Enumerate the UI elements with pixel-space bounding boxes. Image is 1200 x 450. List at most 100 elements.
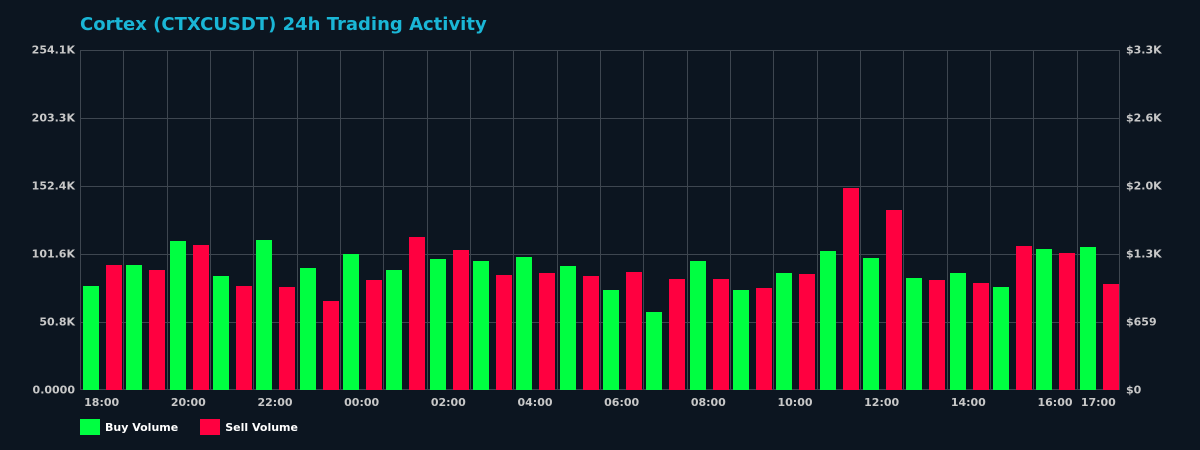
bar-buy-volume[interactable]	[213, 276, 229, 390]
x-tick-label: 02:00	[430, 396, 466, 409]
y-tick-right: $1.3K	[1126, 247, 1162, 261]
legend-label-buy: Buy Volume	[105, 420, 179, 434]
bar-buy-volume[interactable]	[559, 265, 576, 390]
bar-buy-volume[interactable]	[126, 265, 143, 390]
grid-line-vertical	[686, 50, 688, 390]
x-tick-label: 16:00	[1037, 396, 1073, 409]
bar-sell-volume[interactable]	[279, 286, 296, 390]
grid-line-vertical	[816, 50, 818, 390]
bar-sell-volume[interactable]	[1102, 284, 1119, 390]
bar-sell-volume[interactable]	[452, 250, 469, 390]
grid-line-vertical	[773, 50, 775, 390]
bar-buy-volume[interactable]	[776, 273, 793, 390]
bar-sell-volume[interactable]	[106, 265, 122, 390]
bar-sell-volume[interactable]	[1016, 246, 1032, 390]
y-tick-left: 254.1K	[31, 43, 75, 57]
bar-buy-volume[interactable]	[299, 267, 316, 390]
bar-buy-volume[interactable]	[1079, 246, 1096, 390]
bar-sell-volume[interactable]	[496, 274, 512, 390]
grid-line-vertical	[470, 50, 471, 390]
bar-buy-volume[interactable]	[473, 261, 489, 390]
bar-sell-volume[interactable]	[409, 236, 426, 390]
x-tick-label: 20:00	[170, 396, 206, 409]
bar-sell-volume[interactable]	[366, 280, 382, 390]
legend: Buy Volume Sell Volume	[80, 419, 320, 435]
chart-title: Cortex (CTXCUSDT) 24h Trading Activity	[80, 14, 487, 35]
buy-swatch-icon	[80, 419, 100, 435]
bar-sell-volume[interactable]	[886, 210, 902, 390]
grid-line-vertical	[730, 50, 731, 390]
bar-buy-volume[interactable]	[733, 290, 749, 390]
bar-buy-volume[interactable]	[516, 257, 533, 390]
legend-item-buy[interactable]: Buy Volume	[80, 419, 178, 435]
bar-buy-volume[interactable]	[863, 257, 879, 390]
legend-item-sell[interactable]: Sell Volume	[200, 419, 298, 435]
bar-buy-volume[interactable]	[429, 259, 446, 390]
bar-sell-volume[interactable]	[539, 273, 556, 390]
bar-buy-volume[interactable]	[819, 250, 836, 390]
x-tick-label: 18:00	[84, 396, 120, 409]
x-tick-label: 22:00	[257, 396, 293, 409]
grid-line-vertical	[383, 50, 385, 390]
x-tick-label: 08:00	[690, 396, 726, 409]
y-tick-right: $3.3K	[1126, 43, 1162, 57]
bar-sell-volume[interactable]	[972, 282, 989, 390]
plot-area	[80, 50, 1120, 390]
x-tick-label: 12:00	[864, 396, 900, 409]
bar-sell-volume[interactable]	[626, 271, 642, 390]
y-tick-left: 101.6K	[31, 247, 75, 261]
grid-line-vertical	[296, 50, 298, 390]
bar-sell-volume[interactable]	[669, 278, 686, 390]
bar-buy-volume[interactable]	[386, 269, 403, 390]
y-tick-right: $0	[1126, 383, 1142, 397]
bar-sell-volume[interactable]	[582, 276, 599, 390]
x-tick-label: 00:00	[344, 396, 380, 409]
grid-line-vertical	[1033, 50, 1035, 390]
grid-line-vertical	[166, 50, 168, 390]
bar-buy-volume[interactable]	[343, 254, 359, 390]
grid-line-vertical	[860, 50, 861, 390]
x-tick-label: 06:00	[604, 396, 640, 409]
grid-line-vertical	[903, 50, 905, 390]
bar-buy-volume[interactable]	[689, 261, 706, 390]
y-tick-right: $2.0K	[1126, 179, 1162, 193]
grid-line-vertical	[253, 50, 255, 390]
bar-sell-volume[interactable]	[149, 269, 166, 390]
bar-buy-volume[interactable]	[1036, 248, 1053, 390]
grid-line-vertical	[513, 50, 515, 390]
bar-sell-volume[interactable]	[192, 244, 209, 390]
sell-swatch-icon	[200, 419, 221, 435]
grid-line-vertical	[600, 50, 601, 390]
x-tick-label: 04:00	[517, 396, 553, 409]
bar-buy-volume[interactable]	[993, 286, 1009, 390]
grid-line-vertical	[946, 50, 948, 390]
x-tick-label: 10:00	[777, 396, 813, 409]
grid-line-vertical	[556, 50, 558, 390]
bar-buy-volume[interactable]	[603, 290, 619, 390]
bar-sell-volume[interactable]	[1059, 252, 1076, 390]
bar-sell-volume[interactable]	[842, 187, 859, 390]
bar-sell-volume[interactable]	[322, 301, 339, 390]
bar-sell-volume[interactable]	[712, 278, 729, 390]
bar-buy-volume[interactable]	[949, 273, 966, 390]
grid-line-vertical	[210, 50, 211, 390]
bar-sell-volume[interactable]	[799, 274, 816, 390]
y-tick-left: 152.4K	[31, 179, 75, 193]
bar-sell-volume[interactable]	[236, 286, 252, 390]
grid-line-vertical	[340, 50, 341, 390]
x-tick-label: 17:00	[1080, 396, 1116, 409]
bar-buy-volume[interactable]	[256, 240, 273, 390]
legend-label-sell: Sell Volume	[225, 420, 298, 434]
grid-line-vertical	[123, 50, 125, 390]
bar-buy-volume[interactable]	[646, 312, 663, 390]
x-tick-label: 14:00	[950, 396, 986, 409]
y-tick-left: 50.8K	[39, 315, 75, 329]
y-tick-right: $2.6K	[1126, 111, 1162, 125]
bar-buy-volume[interactable]	[906, 278, 923, 390]
bar-sell-volume[interactable]	[756, 288, 772, 390]
bar-sell-volume[interactable]	[929, 280, 946, 390]
bar-buy-volume[interactable]	[169, 240, 186, 390]
bar-buy-volume[interactable]	[83, 286, 99, 390]
grid-line-vertical	[990, 50, 991, 390]
y-tick-right: $659	[1126, 315, 1157, 329]
